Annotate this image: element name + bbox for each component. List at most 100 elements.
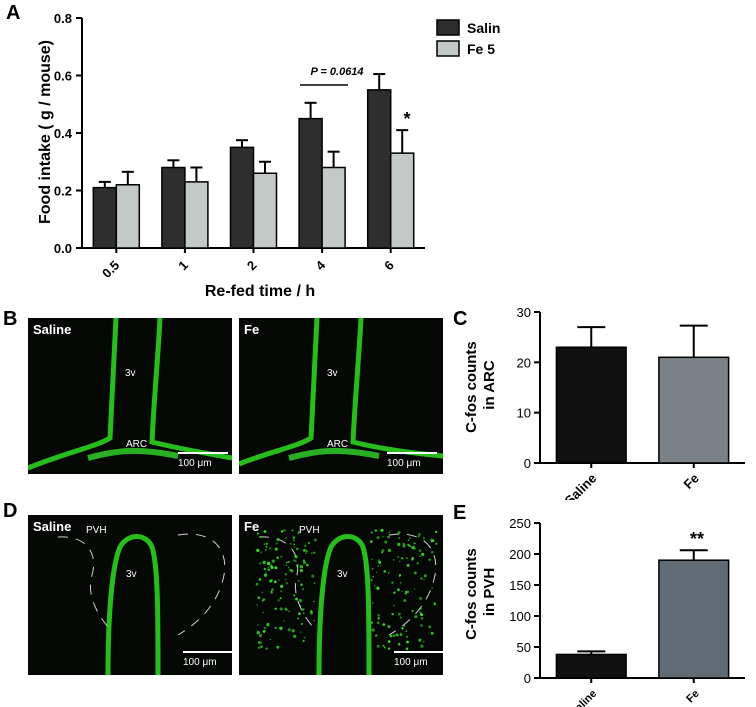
cfos-dot [382,623,386,626]
cfos-dot [297,531,301,535]
y-axis-label: C-fos counts in PVH [463,544,498,640]
cfos-dot [371,628,375,632]
cfos-dot [257,646,261,649]
cfos-dot [293,546,295,548]
cfos-dot [418,596,423,601]
cfos-dot [418,638,422,642]
cfos-dot [389,634,393,638]
cfos-dot [419,611,422,614]
cfos-dot [256,548,260,552]
cfos-dot [263,567,266,571]
cfos-dot [380,528,384,532]
cfos-dot [397,531,401,535]
cfos-dot [260,551,263,554]
cfos-dot [265,549,267,551]
cfos-dot [413,542,416,545]
cfos-dot [370,540,373,543]
y-tick-label: 30 [517,305,531,320]
y-tick-label: 10 [517,406,531,421]
cfos-dot [376,536,380,540]
cfos-dot [435,530,438,534]
fluorescence-image [28,318,232,471]
cfos-dot [266,622,270,627]
cfos-dot [258,633,263,638]
cfos-dot [265,542,268,545]
y-axis-label: C-fos counts in ARC [463,337,498,433]
cfos-dot [414,615,418,619]
cfos-dot [411,556,415,560]
panel-label-b: B [3,308,18,330]
bar-saline [555,346,627,464]
cfos-dot [294,555,298,559]
micrograph-title: Fe [244,519,260,534]
cfos-dot [283,529,286,532]
cfos-dot [265,545,268,548]
cfos-dot [297,617,300,620]
cfos-dot [384,540,388,544]
cfos-dot [421,552,425,557]
cfos-dot [380,564,382,567]
cfos-dot [260,645,263,648]
y-tick-label: 150 [509,578,531,593]
p-value-annotation: P = 0.0614 [310,66,363,78]
cfos-dot [405,630,408,633]
micrograph-title: Fe [244,322,260,337]
cfos-dot [289,543,292,545]
cfos-dot [422,537,426,540]
y-axis-label: Food intake ( g / mouse) [37,40,54,224]
cfos-dot [423,540,425,542]
bar-fe-5 [321,166,346,249]
cfos-dot [291,529,294,532]
cfos-dot [300,622,304,626]
x-tick-label: Fe [681,471,702,492]
cfos-dot [279,626,283,630]
scale-bar-label: 100 μm [178,458,212,469]
cfos-dot [406,563,410,567]
bar-saline [555,653,627,679]
panel-label-a: A [6,2,21,24]
cfos-dot [398,574,402,577]
y-tick-label: 100 [509,609,531,624]
scale-bar-label: 100 μm [394,657,428,668]
y-axis-label-line-1: C-fos counts [463,548,480,640]
cfos-dot [266,561,271,566]
x-tick-label: Fe [684,688,702,706]
cfos-dot [420,613,424,617]
cfos-dot [298,612,301,616]
cfos-dot [284,573,288,576]
y-axis-label-line-2: in ARC [481,360,498,410]
cfos-dot [417,535,420,538]
cfos-dot [274,547,278,551]
cfos-dot [388,572,390,574]
cfos-dot [276,556,280,560]
cfos-dot [423,574,427,578]
cfos-dot [265,647,268,650]
scale-bar [394,651,443,653]
cfos-dot [430,550,434,554]
cfos-dot [391,612,394,616]
cfos-dot [431,587,433,589]
cfos-dot [434,563,436,566]
cfos-dot [378,560,382,564]
cfos-dot [274,626,277,630]
cfos-dot [275,542,278,545]
cfos-dot [293,634,297,639]
cfos-dot [313,538,317,542]
cfos-dot [279,597,282,600]
y-tick-label: 0 [524,671,531,686]
cfos-dot [304,544,307,547]
cfos-dot [430,631,434,635]
bar-fe-5 [252,172,278,249]
bar-fe-5 [389,152,415,249]
cfos-dot [400,557,404,560]
region-label: PVH [299,525,320,536]
cfos-dot [373,584,376,587]
cfos-dot [258,562,262,565]
bar-saline [298,117,323,249]
legend: Saline Fe 5 [436,19,500,57]
cfos-dot [397,612,401,616]
cfos-dot [397,556,400,558]
cfos-dot [309,611,313,615]
cfos-dot [370,578,373,582]
bar-saline [366,89,392,249]
